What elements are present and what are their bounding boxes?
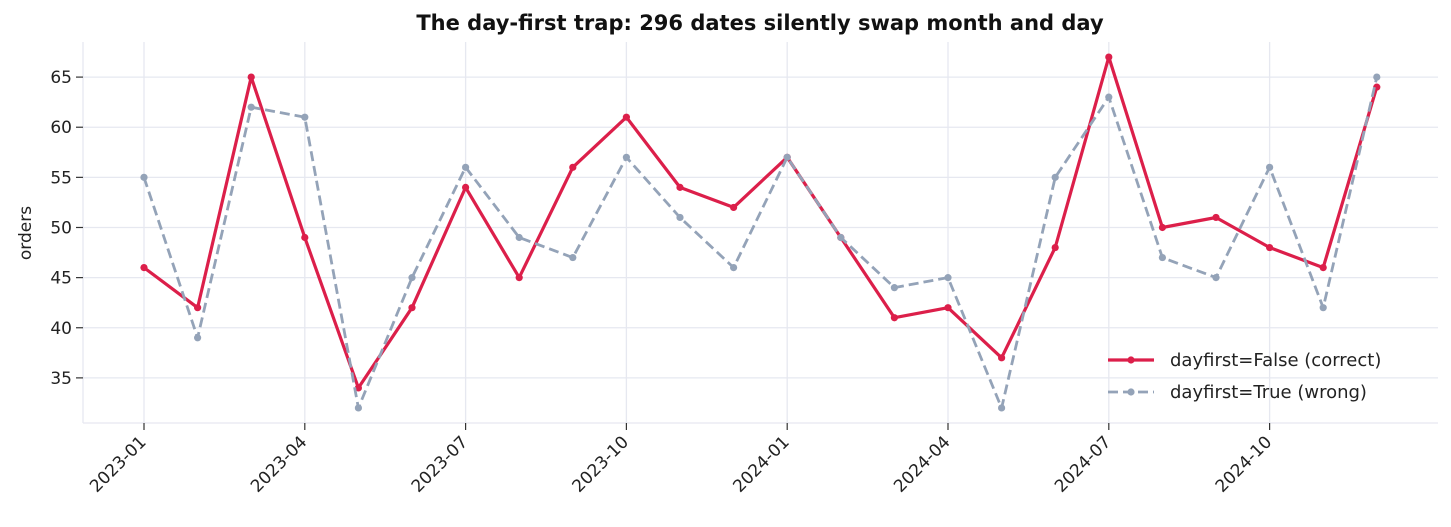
data-point (676, 213, 684, 222)
axis-spines (82, 42, 1438, 424)
legend: dayfirst=False (correct) dayfirst=True (w… (1108, 350, 1381, 403)
data-point (998, 354, 1006, 362)
x-axis: 2023-01 2023-04 2023-07 2023-10 2024-01 2024-… (86, 423, 1276, 497)
data-point (247, 73, 255, 81)
data-point (301, 113, 309, 121)
data-point (408, 274, 416, 282)
data-point (1212, 213, 1220, 222)
data-point (462, 183, 470, 191)
data-point (1051, 243, 1059, 252)
data-point (783, 153, 791, 161)
legend-label: dayfirst=True (wrong) (1170, 382, 1367, 403)
data-point (1319, 263, 1327, 272)
data-point (944, 304, 952, 312)
data-point (462, 163, 470, 171)
data-point (730, 203, 738, 212)
data-point (730, 263, 738, 272)
data-point (622, 113, 631, 121)
data-point (837, 233, 845, 242)
data-point (1105, 53, 1113, 61)
y-tick-label: 55 (50, 168, 72, 188)
data-point (1105, 93, 1113, 101)
x-tick-label: 2023-07 (408, 432, 472, 496)
data-point (890, 284, 899, 292)
x-tick-label: 2024-01 (729, 432, 793, 496)
series-line (142, 76, 1379, 410)
data-point (194, 304, 202, 312)
data-point (301, 233, 309, 242)
data-point (194, 334, 202, 342)
data-point (247, 103, 255, 111)
x-tick-label: 2023-04 (247, 432, 311, 496)
data-point (408, 304, 416, 312)
x-tick-label: 2023-10 (569, 432, 633, 496)
x-tick-label: 2024-04 (890, 432, 954, 496)
x-tick-label: 2024-10 (1212, 432, 1276, 496)
y-tick-label: 35 (50, 369, 72, 389)
data-point (1373, 73, 1381, 81)
data-point (1266, 163, 1274, 171)
data-point (1212, 274, 1220, 282)
data-point (354, 404, 362, 412)
data-point (515, 233, 523, 242)
y-axis-label: orders (16, 206, 36, 260)
series-line (143, 55, 1379, 390)
data-point (676, 183, 684, 191)
data-point (1158, 253, 1166, 262)
data-point (354, 384, 362, 392)
data-point (944, 274, 952, 282)
series-wrong (140, 73, 1381, 412)
data-point (1266, 243, 1274, 252)
y-axis: 35 40 45 50 55 60 65 (50, 68, 83, 389)
x-tick-label: 2024-07 (1051, 432, 1115, 496)
y-tick-label: 45 (50, 269, 72, 289)
data-point (569, 253, 577, 262)
data-point (622, 153, 631, 161)
data-point (140, 263, 148, 272)
legend-item: dayfirst=True (wrong) (1108, 382, 1367, 403)
legend-label: dayfirst=False (correct) (1170, 350, 1381, 371)
data-point (1319, 304, 1327, 312)
data-point (1051, 173, 1059, 181)
y-tick-label: 40 (50, 319, 72, 339)
data-point (890, 314, 899, 322)
series-layer (140, 53, 1381, 412)
y-tick-label: 50 (50, 218, 72, 238)
data-point (569, 163, 577, 171)
legend-marker (1127, 356, 1135, 364)
y-tick-label: 60 (50, 118, 72, 138)
legend-marker (1127, 388, 1135, 396)
data-point (515, 274, 523, 282)
chart-title: The day-first trap: 296 dates silently s… (416, 11, 1104, 35)
data-point (998, 404, 1006, 412)
data-point (140, 173, 148, 181)
data-point (1158, 223, 1166, 232)
x-tick-label: 2023-01 (86, 432, 150, 496)
series-correct (140, 53, 1381, 392)
legend-item: dayfirst=False (correct) (1108, 350, 1381, 371)
y-tick-label: 65 (50, 68, 72, 88)
